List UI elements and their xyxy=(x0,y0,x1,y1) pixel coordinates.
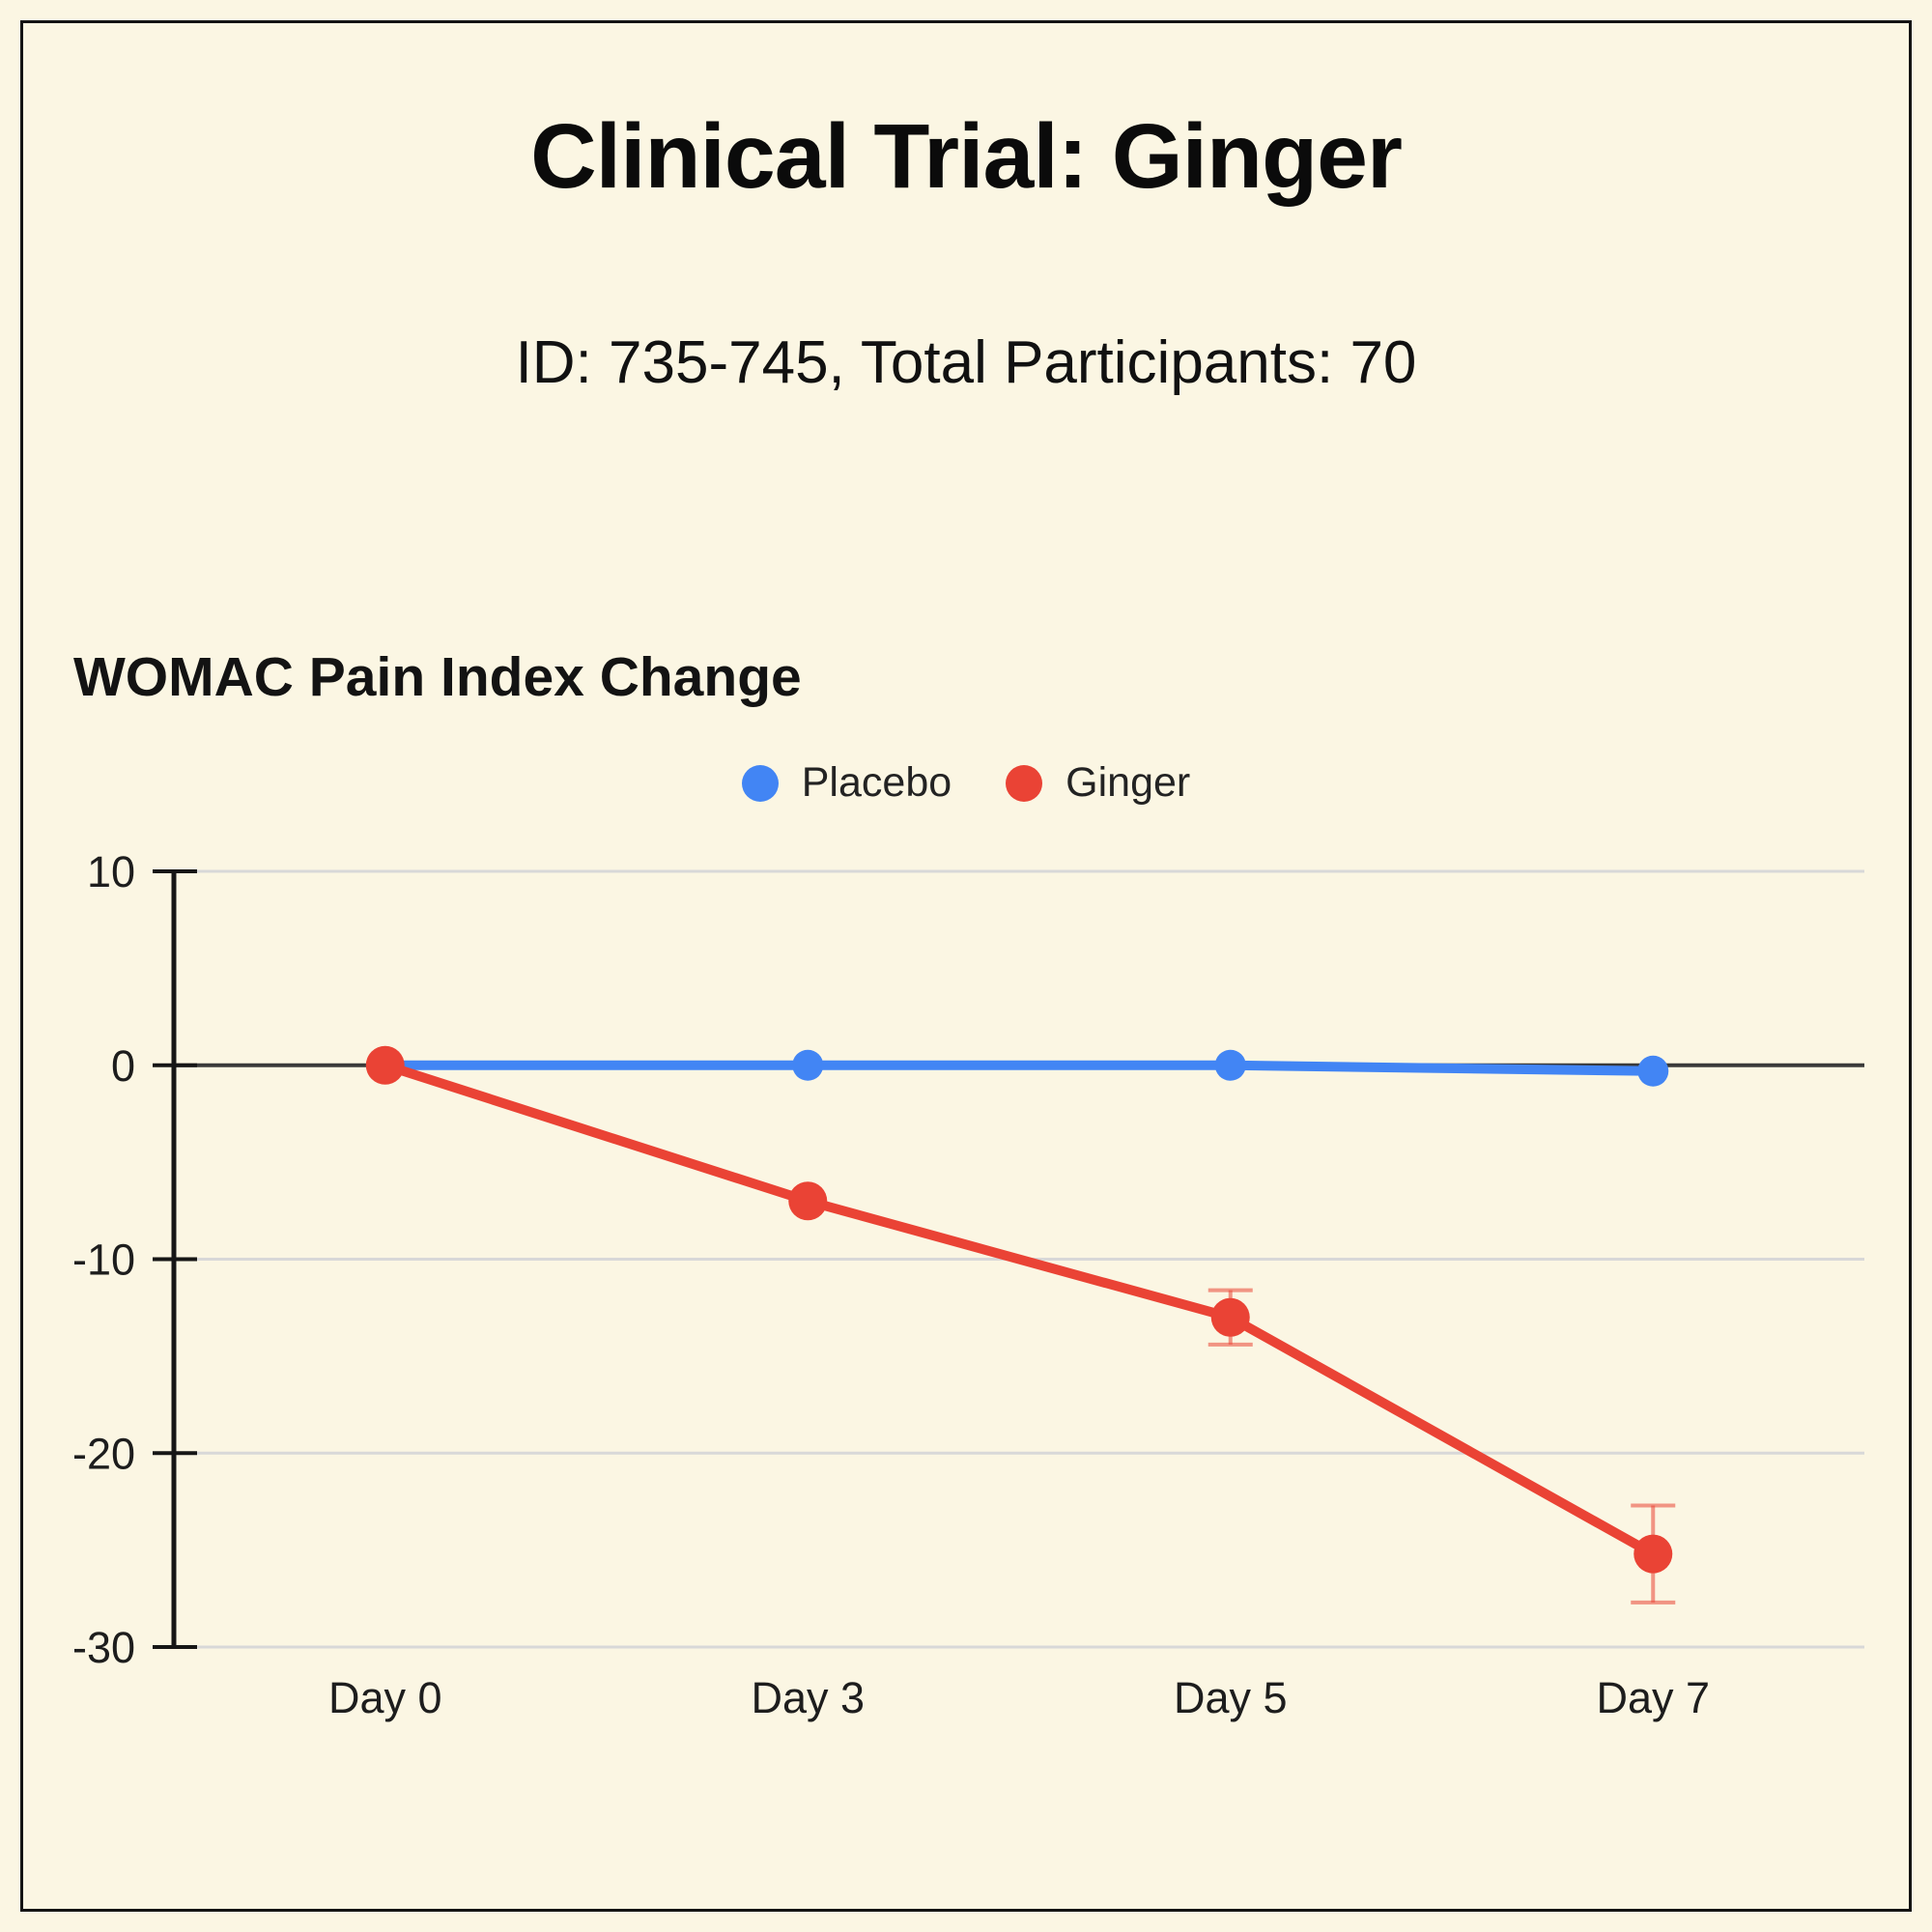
page-subtitle: ID: 735-745, Total Participants: 70 xyxy=(515,329,1417,396)
ginger-swatch-icon xyxy=(1006,764,1043,802)
placebo-line xyxy=(380,1060,1659,1076)
ginger-point xyxy=(1634,1534,1673,1574)
y-tick-label: -30 xyxy=(72,1623,135,1672)
legend-item-placebo: Placebo xyxy=(741,759,952,807)
legend-label-ginger: Ginger xyxy=(1065,759,1191,806)
ginger-point xyxy=(1210,1297,1250,1337)
ginger-line xyxy=(380,1060,1659,1559)
y-tick-label: 0 xyxy=(111,1041,135,1091)
x-tick-label: Day 0 xyxy=(328,1673,442,1722)
legend-item-ginger: Ginger xyxy=(1006,759,1190,807)
line-chart-plot-area: 10 0 -10 -20 -30 Day 0 Day 3 Day 5 Day 7 xyxy=(72,847,1864,1722)
legend-label-placebo: Placebo xyxy=(801,759,952,806)
ginger-point xyxy=(365,1045,405,1085)
placebo-point xyxy=(1214,1049,1246,1081)
y-tick-label: -20 xyxy=(72,1429,135,1478)
chart-legend: Placebo Ginger xyxy=(0,759,1932,807)
x-tick-label: Day 3 xyxy=(751,1673,865,1722)
page-title: Clinical Trial: Ginger xyxy=(530,105,1403,208)
chart-title: WOMAC Pain Index Change xyxy=(73,646,802,708)
placebo-swatch-icon xyxy=(741,764,779,802)
placebo-point xyxy=(1637,1055,1669,1087)
y-tick-label: 10 xyxy=(87,847,135,896)
x-tick-label: Day 7 xyxy=(1596,1673,1710,1722)
placebo-point xyxy=(792,1049,824,1081)
ginger-point xyxy=(788,1181,828,1221)
x-tick-label: Day 5 xyxy=(1174,1673,1288,1722)
y-tick-label: -10 xyxy=(72,1236,135,1285)
